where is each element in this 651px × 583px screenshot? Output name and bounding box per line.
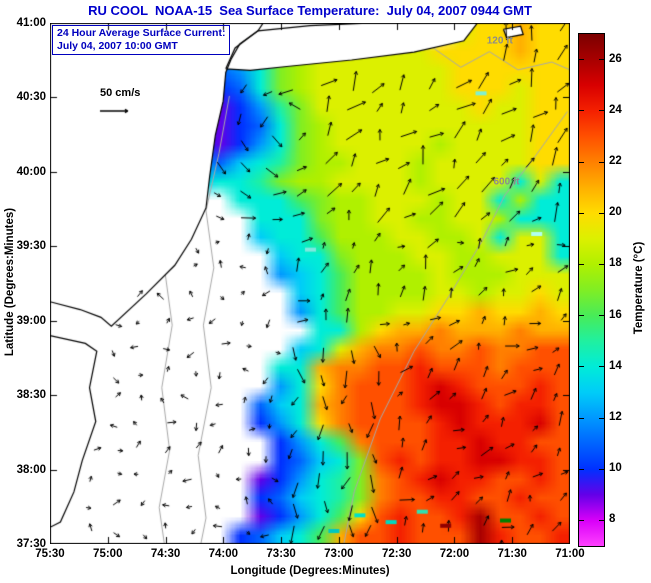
x-tick-label: 75:30 bbox=[35, 548, 65, 560]
y-axis-label: Latitude (Degrees:Minutes) bbox=[4, 207, 16, 357]
colorbar-tick-mark bbox=[599, 315, 604, 317]
colorbar-tick-label: 12 bbox=[609, 411, 622, 423]
colorbar-tick-label: 16 bbox=[609, 308, 622, 321]
colorbar-tick-mark bbox=[579, 263, 584, 265]
colorbar-tick-mark bbox=[579, 315, 584, 317]
colorbar-tick-label: 8 bbox=[609, 513, 616, 526]
x-tick-label: 71:30 bbox=[497, 548, 527, 560]
x-axis-label: Longitude (Degrees:Minutes) bbox=[230, 565, 390, 577]
current-annotation-box: 24 Hour Average Surface Current: July 04… bbox=[52, 25, 231, 55]
page-title: RU COOL NOAA-15 Sea Surface Temperature:… bbox=[88, 3, 532, 18]
annotation-line-1: 24 Hour Average Surface Current: bbox=[57, 27, 226, 39]
colorbar-tick-mark bbox=[579, 366, 584, 368]
x-tick-label: 71:00 bbox=[555, 548, 585, 560]
plot-area: 24 Hour Average Surface Current: July 04… bbox=[50, 23, 570, 544]
colorbar-tick-mark bbox=[599, 468, 604, 470]
colorbar-tick-mark bbox=[599, 212, 604, 214]
y-tick-label: 38:30 bbox=[16, 389, 46, 402]
colorbar-label: Temperature (°C) bbox=[633, 241, 645, 335]
colorbar-tick-mark bbox=[579, 519, 584, 521]
x-tick-label: 72:00 bbox=[439, 548, 470, 560]
colorbar-tick-mark bbox=[599, 59, 604, 61]
y-tick-label: 37:30 bbox=[16, 538, 46, 550]
colorbar-tick-mark bbox=[579, 468, 584, 470]
colorbar-tick-label: 26 bbox=[609, 52, 622, 65]
y-tick-label: 39:00 bbox=[16, 314, 46, 327]
x-tick-label: 74:00 bbox=[208, 548, 239, 560]
x-tick-label: 73:00 bbox=[324, 548, 354, 560]
colorbar-tick-label: 14 bbox=[609, 359, 622, 372]
colorbar-tick-mark bbox=[579, 417, 584, 419]
colorbar-tick-mark bbox=[599, 110, 604, 112]
colorbar-tick-mark bbox=[579, 110, 584, 112]
depth-contour-label: 600 ft bbox=[493, 176, 520, 188]
colorbar bbox=[578, 33, 605, 547]
colorbar-tick-label: 18 bbox=[609, 257, 622, 270]
colorbar-tick-mark bbox=[579, 59, 584, 61]
colorbar-tick-mark bbox=[579, 212, 584, 214]
colorbar-tick-label: 22 bbox=[609, 155, 622, 167]
colorbar-tick-mark bbox=[579, 161, 584, 163]
y-tick-label: 40:00 bbox=[16, 165, 46, 178]
sst-map-canvas bbox=[50, 23, 570, 544]
colorbar-tick-mark bbox=[599, 263, 604, 265]
colorbar-tick-mark bbox=[599, 161, 604, 163]
y-tick-label: 38:00 bbox=[16, 463, 46, 476]
x-tick-label: 74:30 bbox=[150, 548, 181, 560]
current-scale-label: 50 cm/s bbox=[100, 87, 141, 99]
colorbar-tick-mark bbox=[599, 366, 604, 368]
x-tick-label: 72:30 bbox=[381, 548, 412, 560]
depth-contour-label: 120 ft bbox=[486, 35, 513, 47]
y-tick-label: 40:30 bbox=[16, 91, 46, 104]
annotation-line-2: July 04, 2007 10:00 GMT bbox=[57, 40, 178, 52]
colorbar-tick-label: 10 bbox=[609, 462, 622, 475]
x-tick-label: 73:30 bbox=[266, 548, 296, 560]
x-tick-label: 75:00 bbox=[93, 548, 123, 560]
colorbar-tick-label: 20 bbox=[609, 206, 622, 219]
colorbar-tick-mark bbox=[599, 519, 604, 521]
colorbar-tick-label: 24 bbox=[609, 103, 622, 116]
y-tick-label: 41:00 bbox=[16, 17, 46, 29]
y-tick-label: 39:30 bbox=[16, 240, 46, 253]
colorbar-tick-mark bbox=[599, 417, 604, 419]
